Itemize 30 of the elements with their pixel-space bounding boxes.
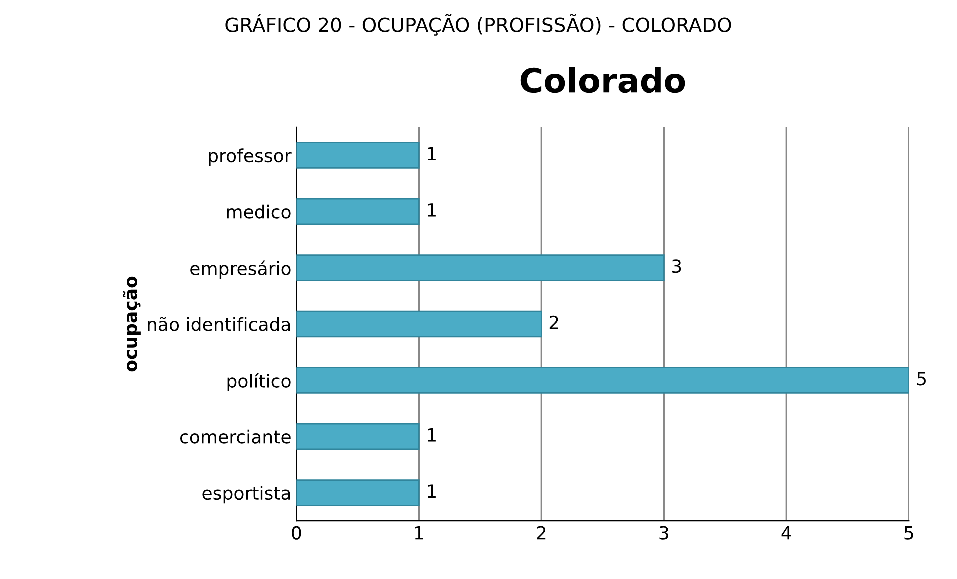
y-axis-title: ocupação — [123, 276, 141, 372]
data-label: 1 — [428, 484, 436, 498]
data-label: 2 — [550, 316, 558, 330]
chart-title: Colorado — [520, 67, 686, 94]
x-tick-label: 1 — [415, 526, 424, 540]
bar — [296, 254, 665, 282]
y-tick-label: comerciante — [180, 430, 291, 444]
y-tick-label: professor — [209, 148, 292, 166]
bar — [296, 480, 420, 506]
bar — [296, 423, 420, 450]
bar — [296, 142, 420, 169]
y-tick-label: político — [228, 373, 291, 392]
data-label: 1 — [428, 147, 436, 160]
x-tick-label: 0 — [292, 526, 302, 540]
bar — [296, 310, 542, 338]
y-tick-label: medico — [227, 204, 291, 219]
x-tick-label: 3 — [660, 526, 668, 540]
data-label: 1 — [428, 428, 436, 442]
bar — [296, 198, 420, 226]
bar — [296, 367, 910, 394]
y-tick-label: esportista — [202, 486, 290, 504]
x-tick-label: 2 — [537, 526, 546, 540]
y-tick-label: não identificada — [148, 317, 290, 332]
x-tick-label: 5 — [904, 526, 914, 540]
y-tick-label: empresário — [190, 260, 291, 279]
data-label: 1 — [428, 204, 436, 217]
text: GRÁFICO 20 - OCUPAÇÃO (PROFISSÃO) - COLORADO — [226, 14, 732, 36]
x-tick-label: 4 — [782, 526, 792, 540]
data-label: 3 — [672, 260, 682, 274]
data-label: 5 — [917, 372, 926, 386]
